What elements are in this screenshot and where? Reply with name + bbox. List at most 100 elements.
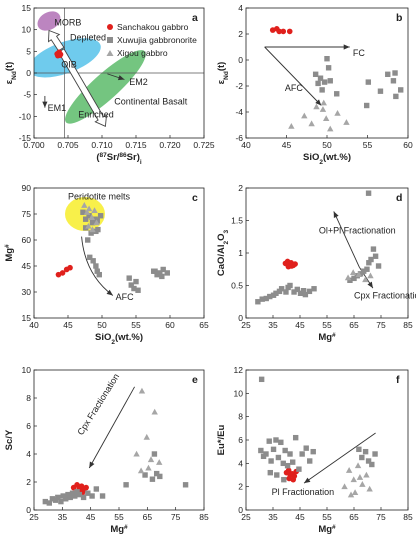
panel-f-xuwujia-point: [310, 448, 316, 455]
x-tick-label: 75: [376, 320, 386, 330]
panel-e-sanchakou-point: [74, 482, 80, 488]
panel-c-xuwujia-point: [85, 237, 91, 243]
panel-d-xigou-point: [367, 272, 374, 279]
panel-e-xuwujia-point: [67, 494, 73, 501]
panel-b-xuwujia-point: [327, 78, 333, 84]
panel-b-xuwujia-point: [312, 71, 319, 77]
panel-b-xuwujia-point: [385, 71, 391, 77]
x-tick-label: 25: [241, 512, 251, 522]
panel-b-xigou-point: [343, 119, 350, 125]
y-tick-label: 5: [26, 46, 31, 56]
x-tick-label: 35: [268, 512, 278, 522]
panel-e-frame: [33, 369, 205, 511]
x-tick-label: 45: [282, 140, 292, 150]
panel-e-xigou-point: [145, 464, 152, 471]
panel-c-xuwujia-point: [154, 271, 160, 278]
panel-f-xuwujia-point: [273, 437, 279, 443]
panel-d-xuwujia-point: [259, 296, 265, 302]
panel-e-sanchakou-point: [83, 484, 89, 491]
panel-a-y-axis-title: εNd(t): [4, 62, 18, 85]
panel-b-xuwujia-point: [315, 80, 321, 87]
panel-d: 25 35 45 55 65 75 85 2 1.5 1 0.5 0 Mg# CaO/Al2O3 Ol+Pl…: [216, 183, 416, 343]
panel-f-xuwujia-point: [307, 458, 313, 464]
pl-fractionation-arrow: [303, 432, 376, 484]
panel-a-x-axis-title: (87Sr/86Sr)i: [96, 152, 142, 166]
panel-c-annotation-0: Peridotite melts: [68, 191, 131, 201]
panel-f-xigou-point: [341, 483, 348, 490]
panel-d-xuwujia-point: [302, 291, 309, 298]
panel-f-xuwujia-point: [369, 461, 375, 468]
legend-marker-xigou: [106, 50, 114, 56]
panel-d-xuwujia-point: [372, 253, 379, 259]
panel-b-xuwujia-point: [324, 56, 330, 62]
panel-d-xuwujia-point: [357, 271, 364, 277]
panel-f-sanchakou-point: [285, 467, 292, 474]
panel-c-xuwujia-point: [97, 213, 104, 219]
y-tick-label: -6: [235, 133, 243, 143]
panel-e-xuwujia-point: [42, 498, 49, 505]
panel-f-xigou-point: [359, 481, 366, 487]
panel-e-xuwujia-point: [153, 470, 160, 477]
panel-f-xuwujia-point: [284, 462, 291, 469]
x-tick-label: 60: [403, 140, 413, 150]
panel-d-x-axis-title: Mg#: [318, 332, 336, 344]
panel-f-xuwujia-point: [362, 448, 369, 455]
panel-e-xuwujia-point: [80, 494, 87, 501]
y-tick-label: -4: [235, 107, 243, 117]
panel-d-content: 25 35 45 55 65 75 85 2 1.5 1 0.5 0 Mg# CaO/Al2O3 Ol+Pl…: [216, 183, 416, 343]
y-tick-label: 30: [22, 287, 32, 297]
panel-f-xuwujia-point: [263, 451, 269, 457]
y-tick-label: 15: [22, 3, 32, 13]
panel-f-xuwujia-point: [280, 460, 286, 467]
panel-c-xuwujia-point: [128, 282, 134, 288]
panel-f-xuwujia-point: [292, 434, 299, 441]
panel-c-xuwujia-point: [94, 268, 100, 274]
panel-b-xigou-point: [319, 106, 327, 112]
panel-c-sanchakou-point: [59, 270, 66, 276]
panel-e-letter: e: [192, 374, 198, 386]
panel-d-xigou-point: [362, 276, 369, 283]
panel-d-xuwujia-point: [364, 266, 370, 272]
panel-f-frame: [245, 369, 409, 511]
panel-b-xigou-point: [320, 99, 327, 106]
legend-marker-xuwujia: [107, 37, 113, 43]
panel-a-label-4: EM1: [48, 103, 67, 113]
panel-d-letter: d: [396, 192, 402, 204]
panel-f-xuwujia-point: [258, 447, 264, 454]
y-tick-label: 90: [22, 183, 32, 193]
panel-f-xuwujia-point: [296, 466, 302, 472]
panel-b-y-axis-title: εNd(t): [216, 62, 230, 85]
panel-f-xuwujia-point: [356, 446, 362, 453]
panel-d-xuwujia-point: [294, 286, 300, 293]
panel-d-frame: [245, 187, 409, 319]
panel-e-content: 25 35 45 55 65 75 85 10 8 6 4 2 0 Mg# Sc/Y Cpx Fraction…: [4, 365, 209, 535]
panel-c-xuwujia-point: [96, 271, 102, 278]
panel-a-frame: [33, 7, 205, 139]
panel-a-label-6: Enriched: [78, 110, 114, 120]
y-tick-label: 75: [22, 209, 32, 219]
y-tick-label: 1.5: [231, 216, 243, 226]
x-tick-label: 25: [241, 320, 251, 330]
panel-a-letter: a: [192, 12, 198, 24]
x-tick-label: 65: [143, 512, 153, 522]
panel-f-xuwujia-point: [365, 458, 372, 464]
x-tick-label: 35: [58, 512, 68, 522]
x-tick-label: 50: [322, 140, 332, 150]
x-tick-label: 65: [199, 320, 209, 330]
x-tick-label: 55: [114, 512, 124, 522]
panel-e-xigou-point: [156, 459, 163, 465]
panel-d-xuwujia-point: [283, 289, 289, 295]
y-tick-label: 10: [22, 25, 32, 35]
afc-arrow: [264, 46, 322, 106]
x-tick-label: 0.725: [193, 140, 215, 150]
y-tick-label: 60: [22, 235, 32, 245]
panel-b-xigou-point: [327, 125, 334, 132]
panel-f-xuwujia-point: [258, 376, 265, 383]
panel-f-xigou-point: [350, 476, 357, 483]
panel-e-xuwujia-point: [149, 476, 156, 482]
x-tick-label: 60: [165, 320, 175, 330]
panel-f-xuwujia-point: [275, 454, 282, 461]
panel-b-xigou-point: [334, 110, 341, 116]
panel-f-xuwujia-point: [290, 459, 296, 465]
